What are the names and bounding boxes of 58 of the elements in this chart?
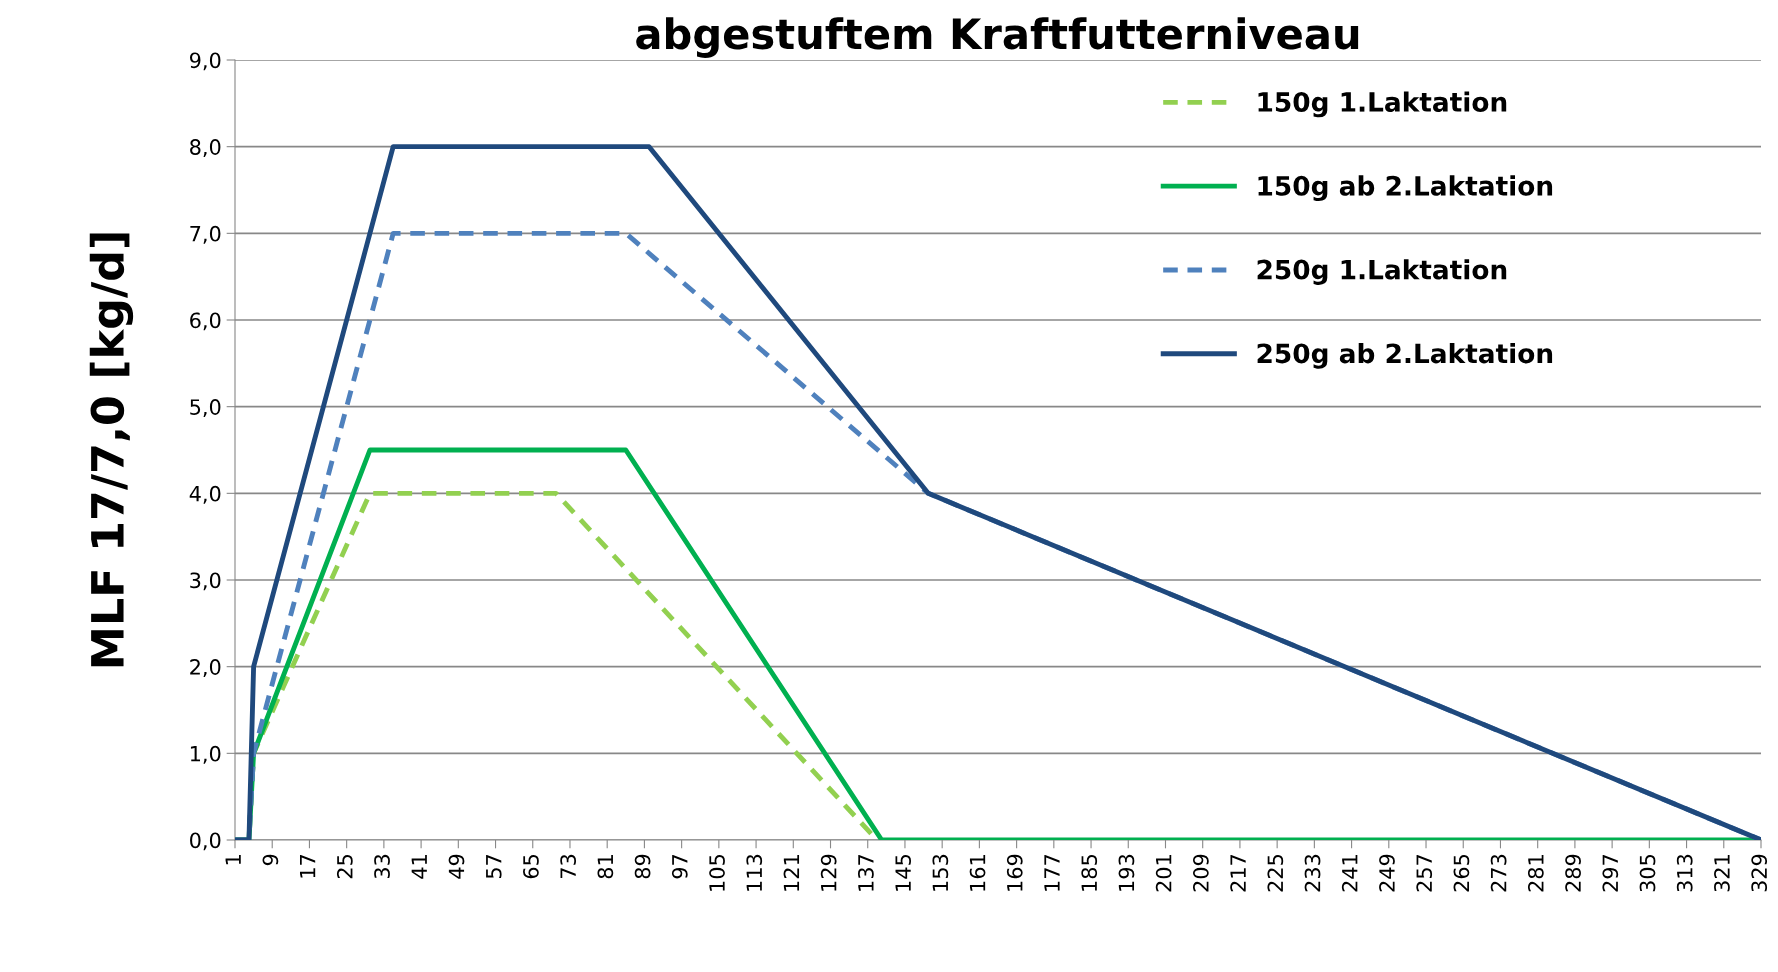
y-tick-label: 7,0: [190, 225, 221, 244]
x-tick-label: 65: [523, 855, 539, 879]
x-tick-label: 153: [932, 854, 949, 891]
x-tick-label: 9: [262, 854, 279, 866]
x-tick-label: 241: [1341, 855, 1358, 892]
x-tick-label: 1: [225, 855, 241, 865]
x-tick-label: 129: [820, 854, 837, 891]
x-tick-label: 273: [1490, 854, 1507, 892]
y-axis-title: MLF 17/7,0 [kg/d]: [89, 233, 134, 667]
x-tick-label: 97: [671, 854, 688, 879]
x-tick-label: 17: [300, 854, 316, 878]
x-tick-label: 329: [1751, 854, 1768, 892]
legend-label: 150g ab 2.Laktation: [1258, 175, 1553, 202]
x-tick-label: 73: [560, 854, 577, 878]
x-tick-label: 225: [1267, 855, 1284, 892]
x-tick-label: 137: [858, 854, 874, 891]
x-tick-label: 265: [1453, 855, 1470, 892]
x-tick-label: 105: [709, 855, 725, 891]
x-tick-label: 217: [1230, 854, 1246, 892]
x-tick-label: 193: [1118, 854, 1135, 891]
legend-label: 250g 1.Laktation: [1257, 259, 1507, 285]
y-tick-label: 0,0: [190, 832, 221, 851]
legend-label: 150g 1.Laktation: [1258, 91, 1507, 118]
x-tick-label: 249: [1379, 854, 1395, 892]
y-tick-label: 4,0: [189, 485, 221, 504]
x-tick-label: 81: [597, 855, 614, 879]
x-tick-label: 41: [411, 855, 427, 879]
x-tick-label: 257: [1416, 854, 1433, 892]
x-tick-label: 321: [1714, 855, 1730, 892]
x-tick-label: 33: [374, 854, 390, 879]
x-tick-label: 305: [1639, 855, 1656, 892]
x-tick-label: 145: [895, 855, 911, 891]
x-tick-label: 313: [1676, 854, 1693, 892]
x-tick-label: 57: [486, 854, 502, 879]
y-tick-label: 2,0: [190, 659, 221, 677]
y-tick-label: 9,0: [189, 52, 221, 71]
x-tick-label: 89: [634, 854, 651, 879]
y-tick-label: 8,0: [190, 139, 221, 157]
x-tick-label: 169: [1006, 854, 1023, 891]
x-tick-label: 185: [1081, 855, 1098, 891]
x-tick-label: 161: [969, 855, 986, 891]
x-tick-label: 49: [448, 854, 465, 879]
x-tick-label: 113: [746, 854, 763, 891]
legend-label: 250g ab 2.Laktation: [1257, 342, 1553, 369]
y-tick-label: 5,0: [190, 399, 221, 417]
x-tick-label: 297: [1602, 854, 1619, 892]
x-tick-label: 281: [1527, 855, 1544, 892]
x-tick-label: 209: [1192, 854, 1209, 892]
x-tick-label: 177: [1044, 854, 1060, 891]
x-tick-label: 289: [1565, 854, 1581, 892]
x-tick-label: 233: [1304, 854, 1321, 892]
x-tick-label: 25: [336, 855, 353, 879]
chart-title: abgestuftem Kraftfutterniveau: [636, 17, 1359, 58]
y-tick-label: 6,0: [190, 312, 221, 331]
x-tick-label: 201: [1155, 855, 1172, 892]
y-tick-label: 1,0: [190, 745, 221, 764]
y-tick-label: 3,0: [190, 572, 221, 591]
x-tick-label: 121: [783, 855, 800, 891]
